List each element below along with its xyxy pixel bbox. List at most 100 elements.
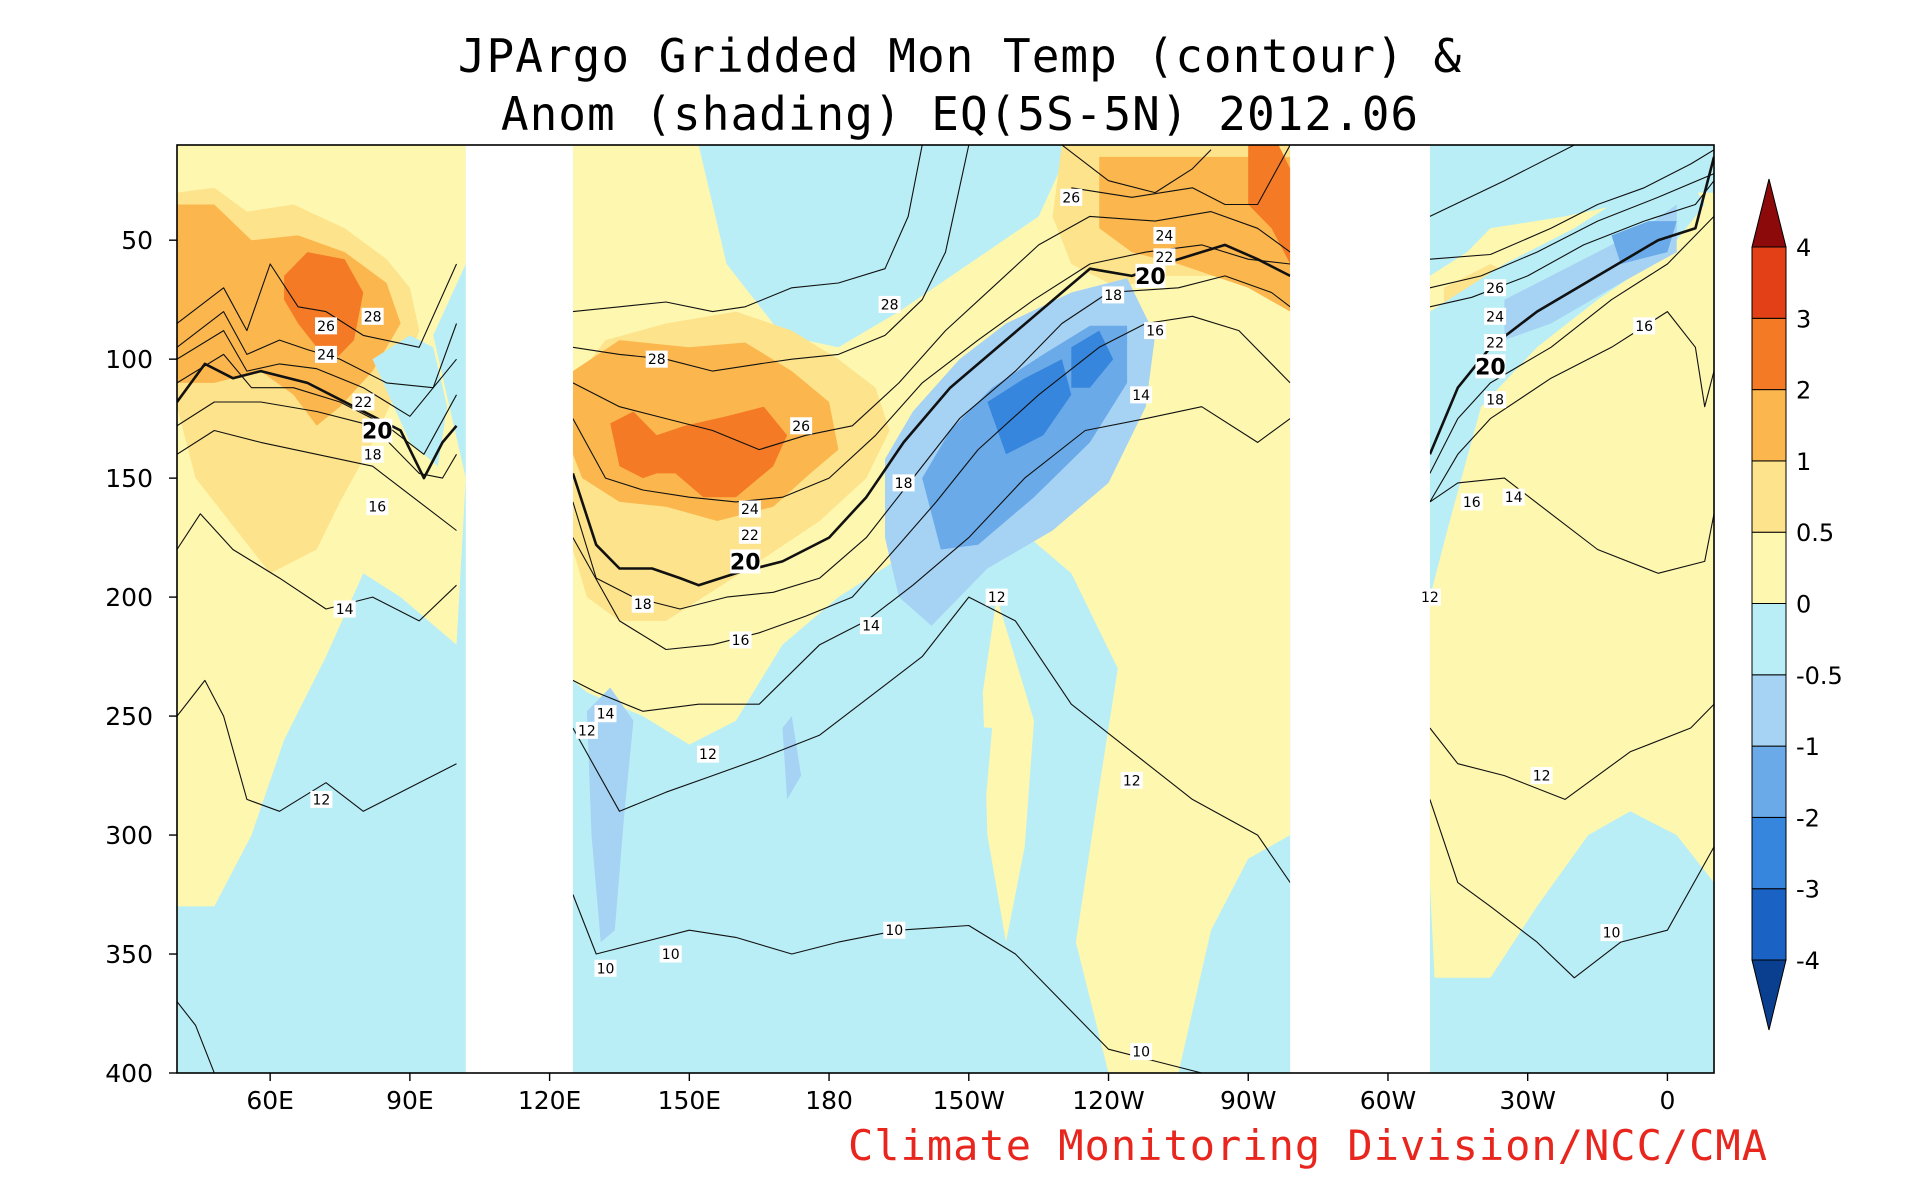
contour-label-bg-22	[883, 921, 906, 939]
no-data-band-0	[465, 145, 573, 1073]
credit-text: Climate Monitoring Division/NCC/CMA	[848, 1121, 1768, 1170]
contour-label-27: 16	[1146, 324, 1164, 340]
x-tick-label-9: 30W	[1499, 1086, 1556, 1115]
contour-label-25: 12	[988, 590, 1006, 606]
contour-26-segment-0	[177, 311, 458, 389]
contour-label-bg-44	[1633, 317, 1656, 335]
contour-28-segment-2	[1061, 145, 1212, 194]
x-axis: 60E 90E 120E 150E 180 150W 120W 90W 60W 30W 0	[246, 1073, 1675, 1115]
y-tick-label-7: 400	[105, 1059, 153, 1088]
colorbar-bin-4	[1751, 603, 1787, 676]
contour-label-bg-17	[594, 705, 617, 723]
contour-label-13: 20	[730, 550, 761, 575]
colorbar-label-4: -0.5	[1796, 662, 1843, 690]
x-tick-label-4: 180	[805, 1086, 853, 1115]
contour-label-4: 20	[362, 420, 393, 445]
contour-label-bg-2	[315, 345, 338, 363]
contour-label-5: 18	[364, 447, 382, 463]
colorbar: -4 -3 -2 -1 -0.5 0 0.5 1 2 3 4	[1751, 178, 1843, 1031]
contour-label-bg-24	[892, 474, 915, 492]
contour-label-39: 18	[1486, 393, 1504, 409]
colorbar-label-9: 3	[1796, 305, 1811, 333]
plot-frame	[176, 144, 1715, 1074]
anomaly-patch-19	[586, 687, 634, 943]
contour-label-24: 18	[895, 476, 913, 492]
contour-24-segment-2	[1429, 173, 1714, 289]
y-tick-label-6: 350	[105, 940, 153, 969]
no-data-bands	[465, 145, 1430, 1073]
x-tick-label-8: 60W	[1360, 1086, 1417, 1115]
contour-label-29: 20	[1135, 265, 1166, 290]
colorbar-bin-6	[1751, 460, 1787, 533]
contour-label-40: 16	[1463, 495, 1481, 511]
contour-label-bg-9	[645, 350, 668, 368]
colorbar-label-5: 0	[1796, 591, 1811, 619]
contour-label-1: 26	[317, 319, 335, 335]
contour-18-segment-2	[1429, 216, 1714, 474]
contour-label-bg-8	[310, 790, 333, 808]
contour-label-33: 12	[1123, 773, 1141, 789]
colorbar-label-10: 4	[1796, 234, 1811, 262]
anomaly-shading	[177, 145, 1714, 1073]
contour-label-bg-14	[631, 595, 654, 613]
contour-label-12: 22	[741, 528, 759, 544]
x-tick-label-2: 120E	[518, 1086, 582, 1115]
contour-label-11: 24	[741, 502, 759, 518]
contour-label-36: 24	[1486, 309, 1504, 325]
x-tick-label-5: 150W	[933, 1086, 1005, 1115]
contour-label-bg-0	[361, 307, 384, 325]
contour-28-segment-1	[572, 145, 923, 313]
contour-label-bg-40	[1460, 493, 1483, 511]
contour-label-bg-3	[352, 393, 375, 411]
contour-label-bg-28	[1102, 286, 1125, 304]
contour-label-2: 24	[317, 347, 335, 363]
contour-label-bg-10	[790, 417, 813, 435]
contour-label-16: 14	[862, 619, 880, 635]
contour-12-segment-1	[572, 596, 1291, 883]
contour-label-bg-16	[859, 617, 882, 635]
colorbar-label-1: -3	[1796, 876, 1820, 904]
contour-26-segment-3	[1429, 149, 1714, 260]
contour-label-bg-35	[1484, 279, 1507, 297]
contour-label-bg-39	[1484, 391, 1507, 409]
contour-24-segment-0	[177, 330, 457, 417]
contour-label-bg-6	[366, 498, 389, 516]
contour-22-segment-2	[1429, 180, 1714, 308]
contour-label-bg-12	[738, 526, 761, 544]
y-tick-label-2: 150	[105, 464, 153, 493]
contour-label-bg-19	[696, 745, 719, 763]
contour-28-segment-3	[1429, 145, 1575, 217]
contour-label-bg-31	[1153, 226, 1176, 244]
colorbar-label-8: 2	[1796, 377, 1811, 405]
contour-label-bg-41	[1502, 488, 1525, 506]
contour-label-bg-42	[1418, 588, 1441, 606]
contour-18-segment-0	[177, 401, 457, 479]
contour-14-segment-0	[177, 513, 457, 622]
contour-14-segment-2	[1429, 477, 1714, 574]
contour-label-3: 22	[354, 395, 372, 411]
x-tick-label-3: 150E	[658, 1086, 722, 1115]
y-tick-label-5: 300	[105, 821, 153, 850]
colorbar-bin-8	[1751, 317, 1787, 391]
contour-label-bg-20	[594, 959, 617, 977]
contour-label-45: 10	[1603, 926, 1621, 942]
anomaly-patch-14	[1248, 145, 1291, 264]
plot-area: 2826242220181614122826242220181614141212…	[177, 145, 1714, 1073]
contour-label-37: 22	[1486, 335, 1504, 351]
contour-label-bg-34	[1130, 1043, 1153, 1061]
contour-label-bg-30	[1153, 248, 1176, 266]
contour-10-segment-0	[177, 1001, 215, 1073]
contour-label-31: 24	[1155, 228, 1173, 244]
contour-label-21: 10	[662, 947, 680, 963]
contour-label-bg-29	[1135, 263, 1166, 288]
colorbar-bin-2	[1751, 745, 1787, 818]
colorbar-bin-0	[1751, 888, 1787, 961]
contour-label-8: 12	[312, 792, 330, 808]
x-tick-label-0: 60E	[246, 1086, 294, 1115]
contour-16-segment-1	[572, 315, 1291, 651]
contour-10-segment-2	[1429, 799, 1714, 979]
contour-label-32: 26	[1062, 190, 1080, 206]
y-tick-label-0: 50	[121, 226, 153, 255]
contour-label-18: 12	[578, 723, 596, 739]
